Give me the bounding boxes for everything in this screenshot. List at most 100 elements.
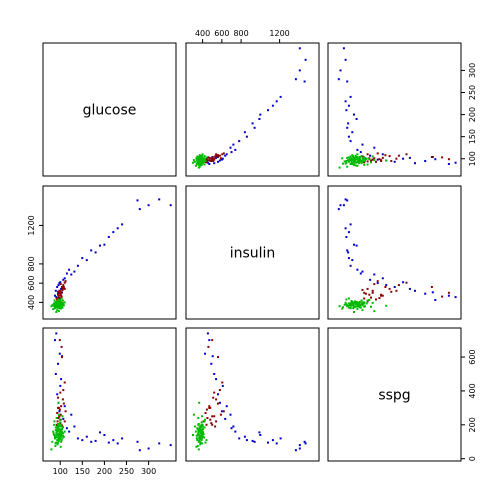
tick-label: 600	[214, 29, 229, 38]
data-point	[354, 302, 357, 305]
data-point	[51, 304, 54, 307]
data-point	[358, 158, 361, 161]
data-point	[57, 439, 59, 442]
panels: glucose insulin sspg 100 150 200 250 300 400 600 8…	[27, 29, 477, 476]
data-point	[196, 437, 199, 440]
data-point	[344, 58, 347, 61]
data-point	[116, 442, 119, 445]
data-point	[214, 425, 217, 428]
data-point	[107, 236, 110, 238]
data-point	[369, 278, 372, 281]
data-point	[199, 163, 202, 165]
data-point	[196, 445, 199, 447]
data-point	[195, 445, 198, 448]
data-point	[209, 418, 212, 421]
data-point	[211, 423, 214, 426]
data-point	[206, 161, 209, 164]
data-point	[62, 286, 65, 288]
data-point	[218, 154, 221, 157]
data-point	[68, 268, 71, 271]
data-point	[54, 428, 57, 431]
data-point	[354, 154, 357, 157]
data-point	[395, 289, 398, 292]
panel-glucose-vs-glucose: glucose	[42, 42, 177, 177]
data-point	[366, 299, 369, 302]
data-point	[54, 303, 56, 306]
data-point	[362, 302, 365, 305]
data-point	[112, 231, 115, 234]
data-point	[199, 437, 202, 440]
data-point	[62, 417, 65, 420]
tick-label: 200	[468, 417, 477, 432]
panel-sspg-vs-glucose	[42, 327, 177, 462]
data-point	[358, 301, 361, 304]
data-point	[208, 163, 211, 165]
data-point	[375, 298, 377, 301]
data-point	[373, 283, 376, 286]
panel-glucose-vs-sspg	[327, 42, 462, 177]
data-point	[76, 437, 79, 440]
data-point	[81, 257, 84, 260]
data-point	[360, 162, 363, 165]
data-point	[345, 298, 348, 301]
data-point	[424, 160, 427, 162]
data-point	[219, 413, 222, 416]
panel-frame	[327, 42, 462, 177]
data-point	[347, 257, 350, 260]
panel-sspg-vs-insulin	[185, 327, 320, 462]
data-point	[342, 162, 344, 165]
data-point	[58, 301, 61, 304]
data-point	[363, 297, 366, 300]
data-point	[211, 355, 214, 358]
data-point	[253, 440, 256, 443]
panel-insulin-vs-glucose	[42, 185, 177, 320]
data-point	[63, 281, 66, 284]
data-point	[59, 391, 62, 394]
data-point	[198, 154, 201, 157]
data-point	[61, 398, 64, 401]
data-point	[169, 444, 172, 447]
data-point	[195, 157, 198, 160]
data-point	[349, 223, 352, 226]
data-point	[342, 306, 344, 309]
data-point	[363, 161, 366, 164]
tick-label: 100	[468, 151, 477, 166]
tick-label: 400	[27, 295, 36, 310]
data-point	[197, 440, 200, 443]
data-point	[62, 304, 65, 307]
data-point	[352, 302, 355, 305]
data-point	[70, 273, 73, 276]
data-point	[230, 151, 233, 154]
data-point	[60, 434, 63, 436]
data-point	[211, 339, 214, 342]
data-point	[197, 417, 200, 419]
data-point	[215, 420, 218, 423]
data-point	[373, 273, 376, 276]
data-point	[251, 439, 254, 442]
data-point	[245, 135, 248, 138]
data-point	[196, 428, 199, 431]
data-point	[229, 146, 232, 149]
data-point	[371, 155, 374, 158]
data-point	[61, 430, 63, 433]
data-point	[361, 288, 364, 291]
data-point	[434, 299, 437, 301]
panel-frame	[42, 185, 177, 320]
data-point	[360, 155, 363, 158]
data-point	[347, 135, 350, 138]
data-point	[441, 295, 444, 298]
data-point	[222, 152, 225, 155]
data-point	[54, 302, 57, 305]
data-point	[198, 165, 201, 168]
data-point	[57, 396, 59, 399]
data-point	[198, 436, 201, 439]
data-point	[76, 264, 79, 267]
data-point	[271, 439, 274, 442]
data-point	[204, 352, 206, 355]
data-point	[351, 131, 354, 134]
data-point	[345, 303, 348, 306]
data-point	[57, 296, 60, 299]
data-point	[205, 158, 208, 161]
data-point	[107, 441, 110, 444]
